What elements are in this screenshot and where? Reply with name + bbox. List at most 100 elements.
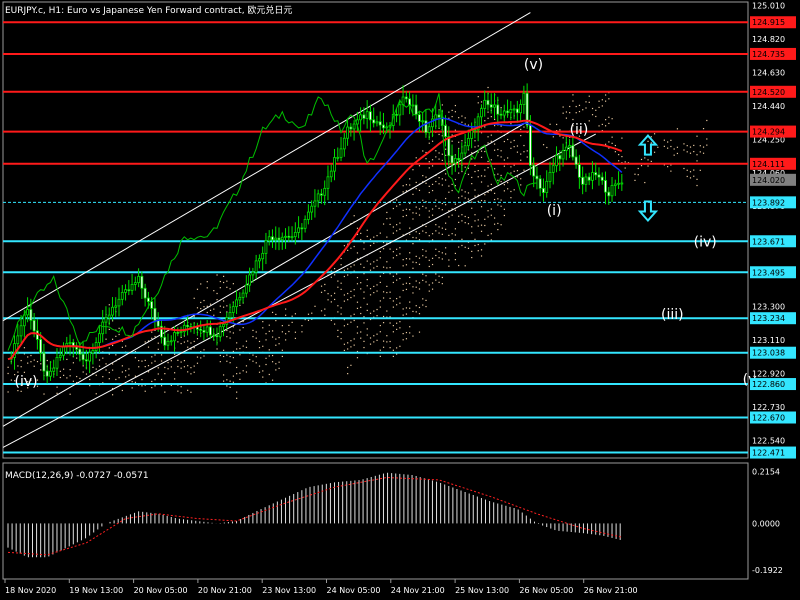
cloud-dot	[412, 292, 414, 294]
cloud-dot	[379, 251, 381, 253]
cloud-dot	[236, 397, 238, 399]
cloud-dot	[20, 390, 22, 392]
cloud-dot	[500, 174, 502, 177]
cloud-dot	[451, 189, 453, 192]
cloud-dot	[480, 230, 483, 232]
cloud-dot	[480, 206, 483, 208]
cloud-dot	[337, 286, 339, 288]
cloud-dot	[693, 144, 695, 147]
cloud-dot	[174, 353, 176, 355]
cloud-dot	[467, 124, 470, 126]
cloud-dot	[262, 327, 264, 329]
cloud-dot	[425, 275, 427, 277]
cloud-dot	[347, 348, 349, 350]
time-tick-label: 19 Nov 13:00	[69, 586, 123, 595]
candle-body	[293, 231, 297, 238]
candle-body	[261, 252, 265, 260]
cloud-dot	[412, 286, 414, 288]
cloud-dot	[484, 243, 486, 245]
cloud-dot	[644, 181, 646, 184]
candle-body	[228, 312, 232, 318]
cloud-dot	[425, 250, 427, 252]
cloud-dot	[278, 336, 280, 339]
cloud-dot	[36, 379, 39, 381]
cloud-dot	[415, 188, 417, 190]
candle-body	[143, 287, 147, 299]
cloud-dot	[144, 366, 146, 368]
cloud-dot	[591, 114, 594, 116]
cloud-dot	[366, 328, 368, 330]
wave-label: (iv)	[15, 374, 38, 390]
cloud-dot	[392, 355, 394, 358]
cloud-dot	[467, 173, 470, 176]
resistance-price-label-bg	[750, 16, 796, 29]
candle-body	[558, 155, 562, 160]
arrow-up-icon	[637, 134, 659, 156]
candle-body	[600, 176, 604, 181]
cloud-dot	[147, 346, 150, 348]
cloud-dot	[467, 223, 470, 225]
cloud-dot	[281, 349, 283, 351]
cloud-dot	[324, 314, 326, 316]
cloud-dot	[115, 378, 117, 381]
cloud-dot	[425, 281, 427, 283]
candle-body	[19, 325, 23, 337]
macd-label: MACD(12,26,9) -0.0727 -0.0571	[5, 471, 149, 481]
candle-body	[574, 156, 578, 165]
support-price-label-bg	[750, 312, 796, 325]
cloud-dot	[562, 137, 564, 139]
cloud-dot	[183, 359, 186, 362]
cloud-dot	[108, 304, 110, 306]
cloud-dot	[389, 266, 391, 269]
cloud-dot	[418, 239, 421, 241]
cloud-dot	[598, 100, 600, 102]
candle-body	[362, 114, 366, 119]
cloud-dot	[696, 184, 698, 187]
cloud-dot	[151, 331, 153, 333]
candle-body	[150, 301, 154, 309]
cloud-dot	[399, 203, 401, 206]
cloud-dot	[343, 294, 345, 296]
cloud-dot	[464, 191, 466, 193]
candle-body	[604, 180, 607, 193]
cloud-dot	[360, 282, 362, 284]
cloud-dot	[203, 355, 205, 357]
cloud-dot	[141, 360, 143, 362]
cloud-dot	[232, 332, 234, 334]
cloud-dot	[334, 292, 336, 294]
cloud-dot	[154, 354, 156, 356]
time-tick-label: 20 Nov 05:00	[134, 586, 188, 595]
candle-body	[215, 335, 219, 338]
cloud-dot	[418, 313, 421, 315]
cloud-dot	[239, 304, 241, 307]
cloud-dot	[268, 349, 270, 351]
cloud-dot	[154, 385, 156, 387]
cloud-dot	[360, 331, 362, 333]
cloud-dot	[382, 223, 385, 225]
price-tick-label: 125.010	[752, 2, 785, 11]
cloud-dot	[360, 337, 362, 339]
candle-body	[75, 346, 78, 350]
cloud-dot	[441, 135, 443, 137]
cloud-dot	[111, 369, 114, 371]
cloud-dot	[477, 250, 479, 252]
candle-body	[68, 342, 72, 344]
cloud-dot	[578, 110, 581, 113]
cloud-dot	[262, 321, 264, 323]
cloud-dot	[108, 378, 110, 380]
candle-body	[280, 236, 284, 241]
cloud-dot	[474, 189, 476, 191]
cloud-dot	[320, 310, 323, 312]
cloud-dot	[216, 299, 218, 301]
cloud-dot	[386, 267, 388, 269]
cloud-dot	[396, 328, 398, 331]
cloud-dot	[435, 180, 437, 183]
cloud-dot	[422, 279, 424, 281]
cloud-dot	[226, 336, 228, 338]
cloud-dot	[366, 235, 368, 238]
cloud-dot	[396, 353, 398, 355]
cloud-dot	[229, 380, 231, 382]
cloud-dot	[500, 150, 502, 152]
cloud-dot	[180, 336, 182, 338]
candle-body	[437, 114, 441, 118]
